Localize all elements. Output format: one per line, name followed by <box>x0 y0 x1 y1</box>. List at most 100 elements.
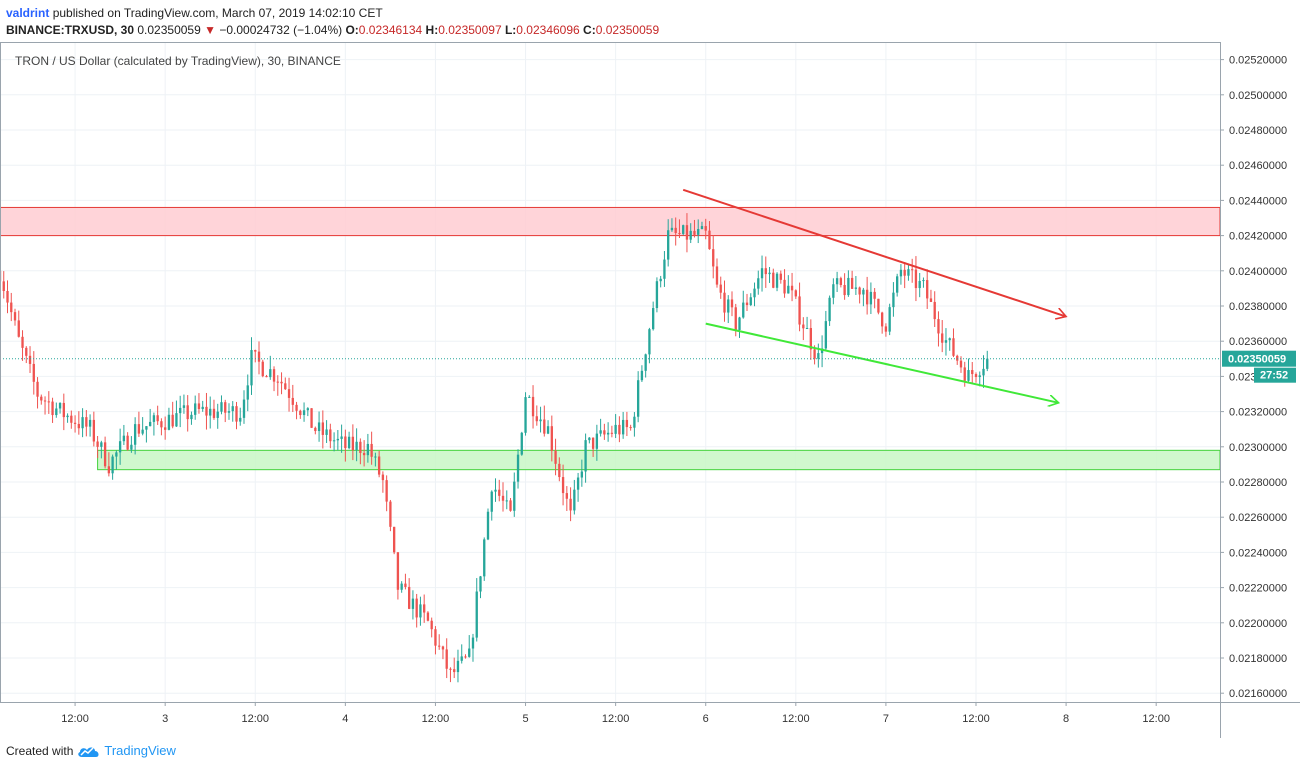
candle-down <box>798 296 801 325</box>
candle-up <box>520 432 523 455</box>
candle-up <box>899 269 903 277</box>
time-tick-label: 12:00 <box>61 713 89 725</box>
candle-down <box>873 291 876 299</box>
candle-down <box>629 427 632 429</box>
candle-down <box>565 493 568 499</box>
close-label: C: <box>583 23 596 37</box>
candle-down <box>445 649 448 669</box>
candle-down <box>423 604 426 613</box>
candle-down <box>85 417 88 427</box>
candle-up <box>854 287 858 289</box>
candle-down <box>933 301 936 320</box>
candle-down <box>625 419 629 428</box>
candle-down <box>362 452 366 456</box>
candle-down <box>430 620 433 630</box>
candle-up <box>148 421 152 427</box>
chart-axes: 0.02160000 0.02180000 0.02200000 0.02220000… <box>0 42 1300 738</box>
candle-up <box>659 278 662 282</box>
candle-down <box>464 656 467 658</box>
candle-down <box>903 269 906 276</box>
candle-down <box>10 302 13 313</box>
candle-up <box>546 426 550 434</box>
candle-down <box>884 326 888 332</box>
candle-down <box>321 422 324 435</box>
price-tick-label: 0.02300000 <box>1229 442 1287 454</box>
candle-down <box>708 230 711 250</box>
candle-up <box>682 225 685 234</box>
candle-up <box>347 436 351 449</box>
price-tick-label: 0.02480000 <box>1229 125 1287 137</box>
price-chart[interactable]: 0.02160000 0.02180000 0.02200000 0.02220000… <box>0 42 1300 738</box>
candle-down <box>171 414 174 427</box>
candle-down <box>62 402 65 418</box>
candle-down <box>408 586 411 609</box>
candle-down <box>377 456 381 475</box>
candle-down <box>287 389 291 398</box>
candle-up <box>599 430 602 434</box>
candle-down <box>51 401 54 416</box>
candle-up <box>486 511 490 540</box>
candle-up <box>317 422 321 432</box>
candle-up <box>355 441 358 451</box>
price-tick-label: 0.02200000 <box>1229 618 1287 630</box>
candle-down <box>13 312 17 321</box>
candle-down <box>156 415 159 422</box>
candle-up <box>505 500 508 502</box>
candle-down <box>779 273 782 280</box>
candle-down <box>730 299 734 308</box>
candle-down <box>839 278 843 286</box>
candle-down <box>329 429 332 442</box>
footer: Created with TradingView <box>6 743 176 758</box>
candle-down <box>426 612 430 621</box>
chart-header: valdrint published on TradingView.com, M… <box>0 0 1300 42</box>
last-price: 0.02350059 <box>137 23 201 37</box>
candle-down <box>865 289 869 305</box>
candle-down <box>790 285 794 291</box>
candle-up <box>742 302 745 318</box>
chart-title: TRON / US Dollar (calculated by TradingV… <box>15 54 341 68</box>
candle-down <box>937 319 940 334</box>
candle-up <box>88 419 92 427</box>
candle-down <box>6 290 9 303</box>
candle-up <box>835 278 839 285</box>
candle-down <box>70 415 73 423</box>
candle-down <box>438 645 441 647</box>
candle-down <box>929 298 933 302</box>
candle-up <box>115 452 118 457</box>
candle-down <box>877 298 880 313</box>
candle-down <box>370 443 373 457</box>
last-price-badge <box>1222 350 1296 367</box>
candle-up <box>419 604 422 618</box>
candle-down <box>558 463 561 478</box>
candle-up <box>640 370 644 381</box>
candle-down <box>914 269 918 289</box>
candle-up <box>727 299 730 313</box>
candle-up <box>216 411 219 418</box>
candle-up <box>227 411 231 413</box>
candle-up <box>621 419 625 435</box>
candle-down <box>858 287 861 295</box>
candle-down <box>678 232 681 234</box>
candle-down <box>107 466 111 474</box>
candle-up <box>948 338 951 341</box>
tradingview-brand[interactable]: TradingView <box>104 743 176 758</box>
candle-down <box>704 226 707 231</box>
candle-up <box>986 358 989 369</box>
price-tick-label: 0.02240000 <box>1229 547 1287 559</box>
candle-up <box>595 433 599 449</box>
author-link[interactable]: valdrint <box>6 6 50 20</box>
price-tick-label: 0.02180000 <box>1229 653 1287 665</box>
candle-up <box>663 259 666 279</box>
candle-up <box>513 481 516 511</box>
chart-zones <box>0 206 1221 471</box>
candle-down <box>719 284 722 293</box>
candle-up <box>66 415 69 418</box>
candle-up <box>606 432 610 435</box>
candle-down <box>449 668 452 670</box>
candle-down <box>610 432 614 434</box>
candle-down <box>92 419 96 442</box>
candle-up <box>494 489 497 492</box>
candle-down <box>351 436 355 451</box>
resistance-trendline <box>682 188 1066 317</box>
candle-down <box>96 441 99 447</box>
